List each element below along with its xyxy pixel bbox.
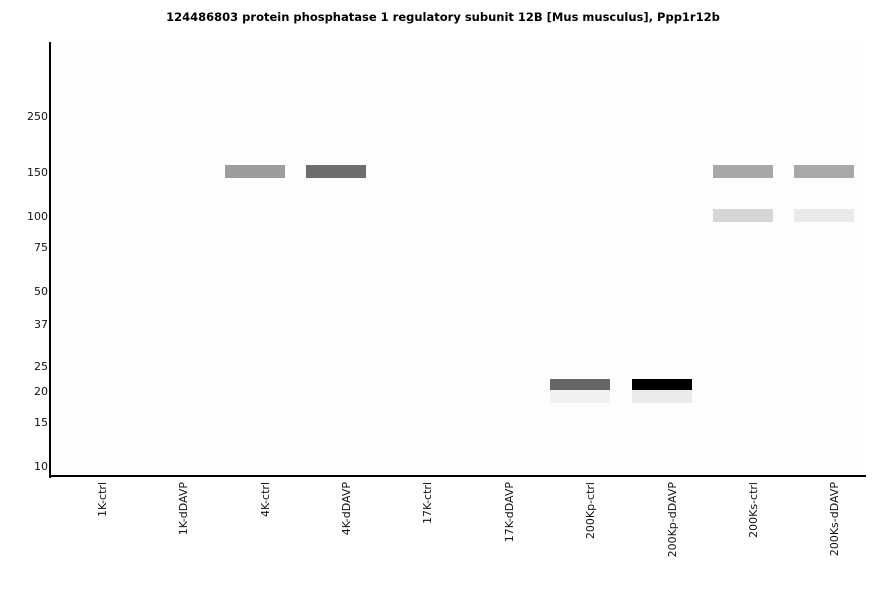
x-axis-line [49,475,866,477]
x-tick-label: 17K-dDAVP [502,482,516,543]
blot-band [712,165,773,179]
blot-band [224,165,285,179]
x-tick-label: 200Ks-dDAVP [828,482,842,557]
blot-band [712,209,773,223]
y-axis-tick-labels: 250 150 100 75 50 37 25 20 15 10 [0,0,48,595]
y-tick-label: 15 [34,415,48,429]
blot-lane [224,42,285,476]
y-tick-label: 25 [34,360,48,374]
blot-band [305,165,366,179]
x-tick-label: 4K-ctrl [258,482,272,517]
blot-band [794,165,855,179]
blot-lane [712,42,773,476]
y-tick-label: 50 [34,285,48,298]
blot-band [631,389,692,403]
blot-lane [305,42,366,476]
y-tick-label: 100 [27,209,48,223]
x-tick-label: 17K-ctrl [421,482,435,524]
y-tick-label: 10 [34,460,48,473]
x-tick-label: 1K-ctrl [95,482,109,517]
y-axis-line [49,42,51,478]
y-tick-label: 37 [34,317,48,331]
x-tick-label: 200Kp-ctrl [584,482,598,540]
x-tick-label: 200Ks-ctrl [746,482,760,538]
x-tick-label: 200Kp-dDAVP [665,482,679,558]
blot-band [631,378,692,392]
y-tick-label: 75 [34,240,48,254]
blot-band [550,378,611,392]
page-title: 124486803 protein phosphatase 1 regulato… [166,10,720,24]
x-tick-label: 1K-dDAVP [177,482,191,536]
plot-area [51,42,865,476]
blot-band [794,209,855,223]
blot-band [550,389,611,403]
blot-lane [631,42,692,476]
blot-lane [550,42,611,476]
y-tick-label: 150 [27,165,48,179]
x-tick-label: 4K-dDAVP [339,482,353,536]
y-tick-label: 250 [27,110,48,123]
y-tick-label: 20 [34,384,48,398]
blot-lane [794,42,855,476]
